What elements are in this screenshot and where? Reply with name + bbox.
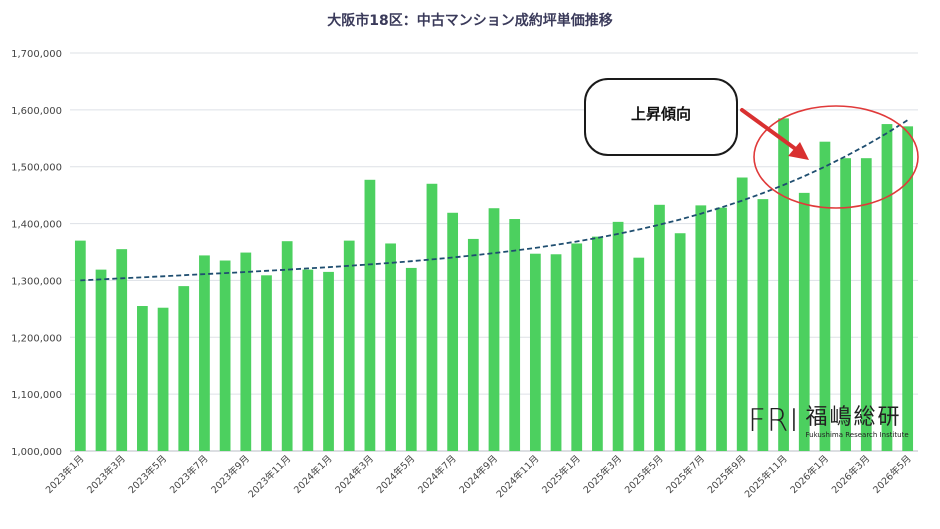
bar (323, 271, 334, 451)
x-tick-label: 2025年1月 (540, 453, 583, 496)
bar (447, 212, 459, 451)
x-tick-label: 2024年1月 (291, 453, 334, 496)
bar (860, 158, 872, 451)
x-tick-label: 2025年7月 (664, 453, 707, 496)
logo: FRI 福嶋総研 Fukushima Research Institute (748, 405, 909, 440)
bar (612, 221, 624, 451)
highlight-circle (753, 105, 919, 209)
bar (95, 269, 107, 451)
x-tick-label: 2024年7月 (415, 453, 458, 496)
y-tick-label: 1,200,000 (11, 333, 62, 344)
x-tick-label: 2023年9月 (209, 453, 252, 496)
bar (571, 243, 583, 451)
bar (157, 307, 169, 451)
x-tick-label: 2023年5月 (126, 453, 169, 496)
bar (385, 243, 396, 451)
y-tick-label: 1,400,000 (11, 220, 62, 231)
bar (343, 240, 355, 451)
bar (178, 286, 190, 451)
x-tick-label: 2024年9月 (457, 453, 500, 496)
y-tick-label: 1,300,000 (11, 276, 62, 287)
bar (736, 177, 748, 451)
x-tick-label: 2026年3月 (829, 453, 872, 496)
y-tick-label: 1,100,000 (11, 390, 62, 401)
bar (302, 269, 314, 451)
bar (881, 124, 893, 452)
bar (674, 233, 686, 451)
x-tick-label: 2023年11月 (246, 453, 294, 501)
x-tick-label: 2023年3月 (85, 453, 128, 496)
bar (219, 260, 231, 451)
annotation-text: 上昇傾向 (630, 104, 691, 123)
bar (261, 275, 272, 451)
bar (695, 205, 707, 451)
x-tick-label: 2023年7月 (167, 453, 210, 496)
bar (654, 204, 665, 451)
bar (364, 179, 376, 451)
bar (529, 253, 541, 451)
logo-name-jp: 福嶋総研 (805, 405, 902, 430)
x-tick-label: 2026年1月 (788, 453, 831, 496)
x-tick-label: 2024年5月 (374, 453, 417, 496)
bar (902, 126, 914, 452)
bar (74, 240, 86, 451)
x-tick-label: 2025年5月 (622, 453, 665, 496)
logo-text: 福嶋総研 Fukushima Research Institute (806, 405, 909, 440)
bar (509, 219, 521, 451)
bar (592, 236, 603, 451)
arrow-line (740, 108, 799, 152)
bar (116, 249, 128, 451)
bar (426, 183, 438, 451)
bar (757, 199, 769, 451)
bar (550, 254, 562, 451)
bar (819, 141, 831, 451)
logo-mark: FRI (748, 403, 800, 439)
arrow-head (788, 142, 809, 160)
trendline (80, 119, 909, 282)
x-tick-label: 2025年9月 (705, 453, 748, 496)
x-tick-label: 2025年11月 (742, 453, 790, 501)
bar (137, 306, 148, 451)
bar (467, 238, 479, 451)
x-tick-label: 2024年11月 (494, 453, 542, 501)
y-tick-label: 1,600,000 (11, 106, 62, 117)
bar (199, 255, 210, 451)
bar (405, 267, 417, 451)
x-tick-label: 2024年3月 (333, 453, 376, 496)
y-tick-label: 1,500,000 (11, 163, 62, 174)
bar (240, 252, 252, 451)
bar (633, 257, 645, 451)
y-tick-label: 1,000,000 (11, 447, 62, 458)
logo-name-en: Fukushima Research Institute (805, 431, 909, 439)
bar (281, 241, 293, 451)
x-tick-label: 2026年5月 (870, 453, 913, 496)
x-tick-label: 2023年1月 (43, 453, 86, 496)
bar (840, 158, 851, 451)
annotation-callout: 上昇傾向 (584, 78, 738, 156)
y-tick-label: 1,700,000 (11, 49, 62, 60)
bar (778, 118, 789, 451)
x-tick-label: 2025年3月 (581, 453, 624, 496)
bar (488, 208, 500, 451)
bar (716, 207, 727, 451)
bar (798, 192, 810, 451)
chart-title: 大阪市18区：中古マンション成約坪単価推移 (327, 13, 613, 29)
